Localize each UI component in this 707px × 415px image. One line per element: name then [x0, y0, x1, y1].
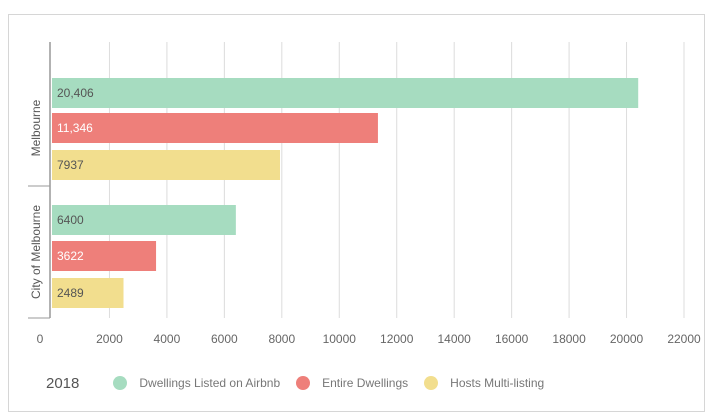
- legend-dot-icon: [296, 376, 311, 390]
- bar: [52, 150, 281, 180]
- x-tick-label: 10000: [323, 332, 357, 346]
- x-tick-label: 22000: [667, 332, 701, 346]
- legend-dot-icon: [424, 376, 439, 390]
- legend-dot-icon: [113, 376, 128, 390]
- legend: 2018 Dwellings Listed on Airbnb Entire D…: [46, 372, 560, 394]
- data-label: 7937: [57, 158, 84, 172]
- legend-year: 2018: [46, 374, 80, 392]
- x-tick-label: 14000: [437, 332, 471, 346]
- legend-label: Entire Dwellings: [322, 376, 409, 390]
- x-tick-label: 16000: [495, 332, 529, 346]
- legend-label: Hosts Multi-listing: [450, 376, 545, 390]
- axis-layer: 0 2000 4000 6000 8000 10000 12000 14000 16000 180…: [28, 42, 701, 346]
- data-label: 2489: [57, 286, 84, 300]
- data-label: 6400: [57, 213, 84, 227]
- group-label: Melbourne: [29, 99, 43, 156]
- legend-item-dwellings-listed: Dwellings Listed on Airbnb: [113, 376, 280, 390]
- legend-label: Dwellings Listed on Airbnb: [139, 376, 281, 390]
- x-tick-label: 0: [37, 332, 44, 346]
- data-label: 3622: [57, 249, 84, 263]
- bars-layer: 20,406 11,346 7937 6400 3622 2489: [52, 78, 639, 308]
- x-tick-label: 6000: [211, 332, 238, 346]
- data-label: 11,346: [57, 121, 93, 135]
- bar: [52, 278, 124, 308]
- bar: [52, 241, 157, 271]
- bar: [52, 113, 378, 143]
- group-label: City of Melbourne: [29, 205, 43, 299]
- x-tick-label: 8000: [268, 332, 295, 346]
- x-tick-label: 4000: [154, 332, 181, 346]
- x-tick-label: 20000: [610, 332, 644, 346]
- x-tick-label: 2000: [96, 332, 123, 346]
- bar: [52, 205, 236, 235]
- x-tick-label: 18000: [552, 332, 586, 346]
- legend-item-entire-dwellings: Entire Dwellings: [296, 376, 408, 390]
- bar: [52, 78, 639, 108]
- data-label: 20,406: [57, 86, 94, 100]
- legend-item-hosts-multi-listing: Hosts Multi-listing: [424, 376, 544, 390]
- x-tick-label: 12000: [380, 332, 414, 346]
